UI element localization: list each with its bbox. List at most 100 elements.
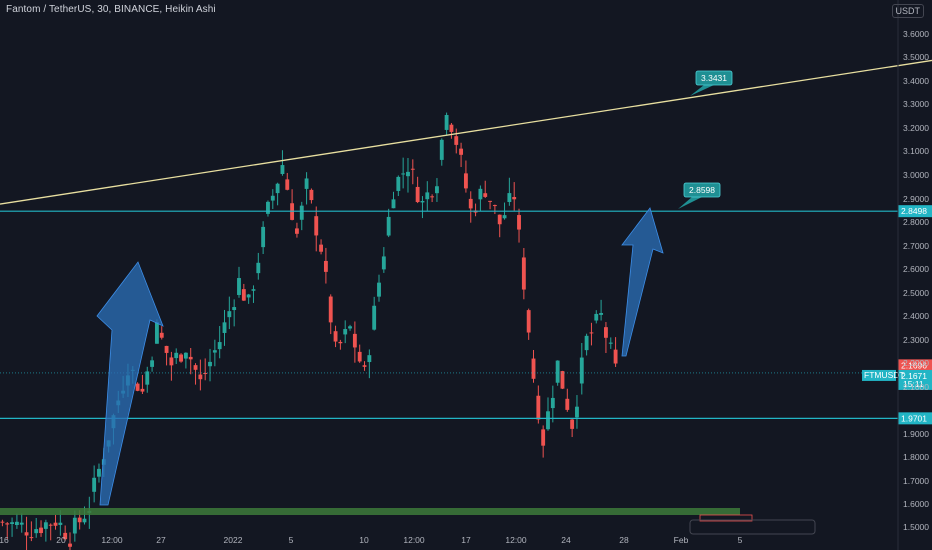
candle-body [0,521,5,523]
price-tick-label: 1.8000 [903,452,929,462]
price-tick-label: 1.7000 [903,476,929,486]
candle-body [34,529,39,534]
time-tick-label: 28 [619,535,629,545]
candle-body [459,148,464,155]
candle-body [449,124,454,132]
time-tick-label: 16 [0,535,9,545]
candle-body [372,305,377,330]
level-price-tag [898,205,932,218]
callout-box[interactable] [695,70,733,86]
time-axis[interactable]: 16 20 12:00 27 2022 5 10 12:00 17 12:00 24 28 Feb 5 [0,535,743,545]
price-tick-label: 2.8000 [903,217,929,227]
candle-body [584,335,589,351]
candle-body [261,226,266,248]
candle-body [483,193,488,197]
candle-body [323,260,328,272]
symbol-label: FTMUSDT [864,370,905,380]
candle-body [29,537,34,539]
candle-body [92,477,97,492]
candle-body [222,322,227,333]
candle-body [39,527,43,534]
price-tick-label: 2.4000 [903,311,929,321]
candle-body [357,351,362,362]
overlays-layer [0,508,816,535]
callout-label: 3.3431 [701,73,727,83]
candle-body [492,205,497,207]
candle-body [415,186,420,203]
candle-body [275,183,280,194]
countdown-label: 15:11 [903,379,924,389]
candle-body [193,365,198,370]
callout-pointer [690,85,714,96]
green-zone-bar [0,508,740,515]
candle-body [72,517,77,534]
candle-body [589,332,594,334]
candle-body [579,357,584,384]
price-tick-label: 1.5000 [903,522,929,532]
candle-body [594,313,599,321]
candle-body [328,296,333,323]
candle-body [396,176,401,191]
trend-line[interactable] [0,59,932,205]
candle-body [348,326,352,329]
up-arrow-left [96,261,164,506]
candle-body [135,383,140,391]
candle-body [468,198,473,209]
price-tick-label: 1.6000 [903,499,929,509]
callout-label: 2.8598 [689,185,715,195]
price-tick-label: 3.0000 [903,170,929,180]
candle-body [227,311,232,318]
candle-body [430,196,435,198]
candle-body [478,188,483,200]
candle-body [82,518,87,523]
candle-body [521,257,526,290]
candle-body [43,522,48,529]
candle-body [401,173,406,175]
price-tick-label: 3.6000 [903,29,929,39]
candle-body [154,322,159,344]
candle-body [266,201,270,214]
level-price-label: 2.8498 [901,206,927,216]
time-tick-label: Feb [674,535,689,545]
range-box [689,519,816,535]
candle-body [391,199,396,209]
price-tick-label: 2.3000 [903,335,929,345]
candle-body [299,205,304,220]
callout-box[interactable] [683,182,721,198]
candle-body [217,342,222,350]
candle-body [560,371,565,389]
symbol-tag [862,369,896,381]
candle-body [439,139,444,160]
price-tick-label: 3.1000 [903,146,929,156]
candle-body [183,352,188,359]
candle-body [198,374,203,380]
callouts-layer: 3.3431 2.8598 [678,70,733,209]
price-tick-label: 2.5000 [903,288,929,298]
candle-body [319,244,324,252]
currency-button[interactable]: USDT [891,4,924,18]
candle-body [208,361,212,367]
candle-body [507,193,512,203]
candle-body [5,523,10,525]
candle-body [608,342,613,344]
candle-body [613,349,618,364]
time-tick-label: 2022 [224,535,243,545]
secondary-price-tag [898,359,932,372]
candle-body [444,115,449,130]
candle-body [406,171,410,177]
candle-body [19,522,24,525]
candle-body [555,360,560,383]
price-tick-label: 2.9000 [903,194,929,204]
candle-body [48,524,53,526]
candle-body [425,192,430,200]
time-tick-label: 12:00 [505,535,527,545]
candle-body [164,345,169,353]
time-tick-label: 5 [289,535,294,545]
price-axis[interactable]: 3.6000 3.5000 3.4000 3.3000 3.2000 3.1000 3.00… [897,0,929,550]
candle-body [410,168,415,170]
current-price-tag [898,369,932,390]
price-tick-label: 3.4000 [903,76,929,86]
